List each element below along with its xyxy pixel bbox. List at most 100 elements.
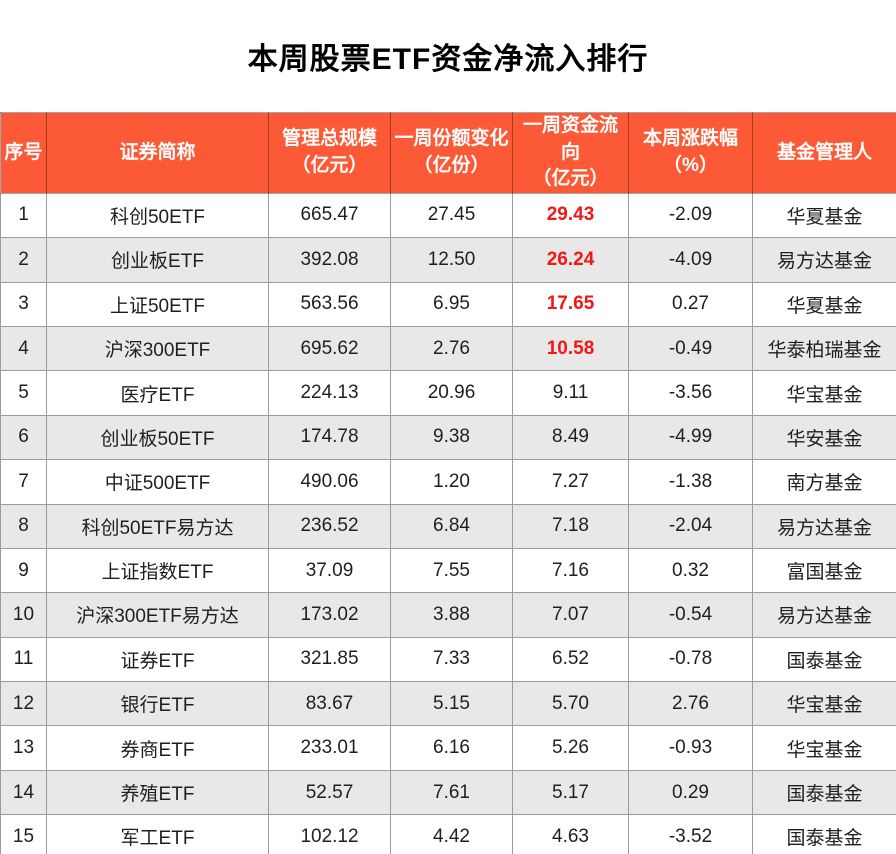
column-header: 本周涨跌幅 （%） [628,112,753,194]
cell-week-change: -0.78 [628,636,753,683]
cell-week-change: -0.93 [628,725,753,771]
cell-rank: 7 [0,459,47,505]
cell-security-name: 银行ETF [46,681,269,727]
cell-fund-flow: 7.07 [512,592,629,638]
column-header: 证券简称 [46,112,269,194]
cell-fund-manager: 华夏基金 [752,192,896,239]
cell-rank: 4 [0,325,47,372]
cell-week-change: -3.56 [628,370,753,416]
cell-security-name: 沪深300ETF易方达 [46,592,269,638]
cell-rank: 10 [0,592,47,638]
cell-security-name: 医疗ETF [46,370,269,416]
cell-fund-manager: 国泰基金 [752,814,896,854]
column-header-line2: （亿份） [413,154,490,176]
table-row: 12 银行ETF 83.67 5.15 5.70 2.76 华宝基金 [0,681,896,727]
cell-fund-manager: 华宝基金 [752,725,896,771]
cell-share-change: 6.84 [390,503,513,549]
column-header-line1: 证券简称 [119,141,196,163]
cell-week-change: -4.99 [628,414,753,461]
cell-share-change: 7.61 [390,769,513,816]
cell-security-name: 沪深300ETF [46,325,269,372]
cell-share-change: 7.33 [390,636,513,683]
table-row: 13 券商ETF 233.01 6.16 5.26 -0.93 华宝基金 [0,725,896,771]
table-row: 8 科创50ETF易方达 236.52 6.84 7.18 -2.04 易方达基… [0,503,896,549]
cell-total-scale: 224.13 [268,370,391,416]
table-row: 2 创业板ETF 392.08 12.50 26.24 -4.09 易方达基金 [0,237,896,283]
column-header-line2: （亿元） [532,168,609,190]
table-row: 1 科创50ETF 665.47 27.45 29.43 -2.09 华夏基金 [0,192,896,239]
cell-total-scale: 236.52 [268,503,391,549]
column-header-line1: 序号 [4,141,43,163]
cell-share-change: 1.20 [390,459,513,505]
cell-share-change: 5.15 [390,681,513,727]
cell-fund-flow: 17.65 [512,281,629,327]
cell-rank: 3 [0,281,47,327]
title-bar: 本周股票ETF资金净流入排行 [0,0,896,112]
cell-total-scale: 83.67 [268,681,391,727]
cell-fund-flow: 7.16 [512,547,629,594]
cell-total-scale: 321.85 [268,636,391,683]
cell-week-change: -2.04 [628,503,753,549]
table-body: 1 科创50ETF 665.47 27.45 29.43 -2.09 华夏基金 … [0,192,896,854]
cell-total-scale: 695.62 [268,325,391,372]
cell-fund-flow: 26.24 [512,237,629,283]
table-row: 7 中证500ETF 490.06 1.20 7.27 -1.38 南方基金 [0,459,896,505]
cell-rank: 1 [0,192,47,239]
cell-security-name: 创业板50ETF [46,414,269,461]
column-header-line1: 本周涨跌幅 [642,128,738,150]
cell-week-change: -0.49 [628,325,753,372]
cell-fund-manager: 易方达基金 [752,592,896,638]
column-header: 序号 [0,112,47,194]
table-row: 6 创业板50ETF 174.78 9.38 8.49 -4.99 华安基金 [0,414,896,461]
cell-share-change: 27.45 [390,192,513,239]
cell-rank: 11 [0,636,47,683]
cell-fund-flow: 7.27 [512,459,629,505]
cell-security-name: 证券ETF [46,636,269,683]
column-header-line1: 基金管理人 [776,141,872,163]
cell-rank: 13 [0,725,47,771]
cell-rank: 12 [0,681,47,727]
cell-fund-manager: 华宝基金 [752,681,896,727]
column-header-line2: （亿元） [291,154,368,176]
table-row: 11 证券ETF 321.85 7.33 6.52 -0.78 国泰基金 [0,636,896,683]
cell-fund-flow: 5.70 [512,681,629,727]
cell-fund-manager: 华宝基金 [752,370,896,416]
cell-total-scale: 490.06 [268,459,391,505]
cell-fund-flow: 29.43 [512,192,629,239]
table-row: 14 养殖ETF 52.57 7.61 5.17 0.29 国泰基金 [0,769,896,816]
cell-share-change: 6.95 [390,281,513,327]
cell-total-scale: 174.78 [268,414,391,461]
cell-fund-manager: 华夏基金 [752,281,896,327]
cell-total-scale: 52.57 [268,769,391,816]
table-row: 4 沪深300ETF 695.62 2.76 10.58 -0.49 华泰柏瑞基… [0,325,896,372]
cell-week-change: 0.27 [628,281,753,327]
column-header-line2: （%） [663,154,718,176]
cell-security-name: 科创50ETF [46,192,269,239]
cell-week-change: 0.29 [628,769,753,816]
cell-rank: 2 [0,237,47,283]
cell-fund-flow: 5.17 [512,769,629,816]
column-header: 基金管理人 [752,112,896,194]
cell-rank: 15 [0,814,47,854]
cell-week-change: -2.09 [628,192,753,239]
table-row: 15 军工ETF 102.12 4.42 4.63 -3.52 国泰基金 [0,814,896,854]
cell-fund-flow: 9.11 [512,370,629,416]
cell-week-change: -0.54 [628,592,753,638]
cell-security-name: 军工ETF [46,814,269,854]
header-row: 序号 证券简称 管理总规模 （亿元） 一周份额变化 （亿份） 一周资金流向 （亿… [0,112,896,194]
column-header-line1: 一周份额变化 [394,128,509,150]
column-header-line1: 管理总规模 [281,128,377,150]
cell-total-scale: 563.56 [268,281,391,327]
cell-fund-manager: 华泰柏瑞基金 [752,325,896,372]
cell-fund-manager: 国泰基金 [752,769,896,816]
table-row: 9 上证指数ETF 37.09 7.55 7.16 0.32 富国基金 [0,547,896,594]
cell-fund-flow: 6.52 [512,636,629,683]
cell-share-change: 7.55 [390,547,513,594]
cell-fund-manager: 易方达基金 [752,503,896,549]
cell-total-scale: 37.09 [268,547,391,594]
page-title: 本周股票ETF资金净流入排行 [247,43,649,76]
cell-week-change: 0.32 [628,547,753,594]
cell-security-name: 创业板ETF [46,237,269,283]
table-row: 5 医疗ETF 224.13 20.96 9.11 -3.56 华宝基金 [0,370,896,416]
